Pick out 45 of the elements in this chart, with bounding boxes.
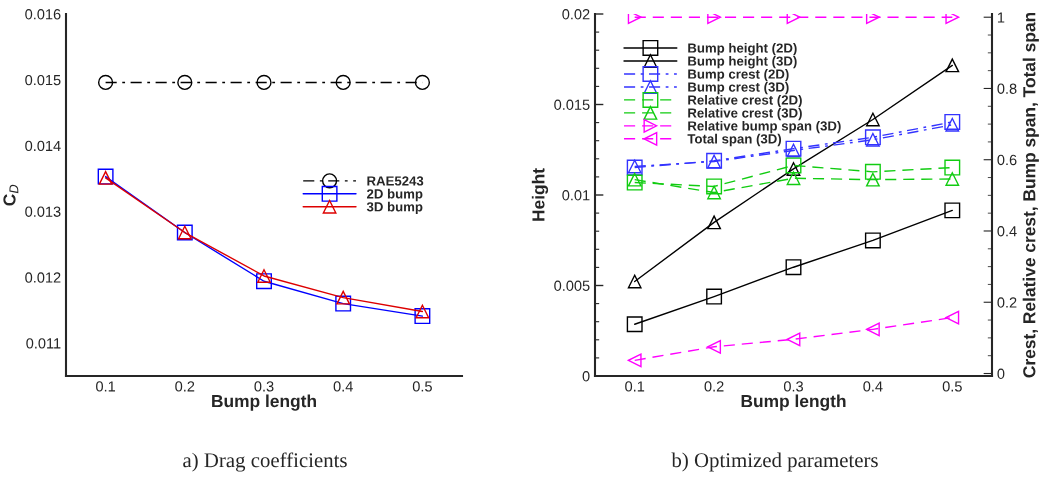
legend-label: Bump crest (3D) xyxy=(688,82,789,95)
x-tick-label: 0.3 xyxy=(254,381,274,392)
x-tick-label: 0.3 xyxy=(783,381,803,392)
y-axis-title: C$_{D}$ xyxy=(3,184,19,206)
y2-tick-label: 0.6 xyxy=(997,154,1017,166)
y-tick-label: 0.015 xyxy=(554,99,590,110)
x-tick-label: 0.4 xyxy=(863,381,883,392)
x-axis-title: Bump length xyxy=(212,394,316,411)
y-tick-label: 0.012 xyxy=(25,272,61,283)
y2-tick-label: 0.2 xyxy=(997,297,1017,308)
legend-label: Relative crest (2D) xyxy=(688,94,802,108)
x-tick-label: 0.5 xyxy=(942,381,962,392)
y-tick-label: 0 xyxy=(582,371,590,382)
y-tick-label: 0.01 xyxy=(562,190,590,201)
x-tick-label: 0.2 xyxy=(175,381,195,392)
x-axis-title: Bump length xyxy=(741,394,846,411)
y2-tick-label: 0 xyxy=(997,368,1005,379)
legend-label: Bump height (3D) xyxy=(688,56,797,69)
y-tick-label: 0.014 xyxy=(25,140,61,152)
legend-label: Bump crest (2D) xyxy=(688,69,789,82)
y2-tick-label: 1 xyxy=(997,12,1005,23)
x-tick-label: 0.5 xyxy=(412,381,432,392)
y-tick-label: 0.005 xyxy=(554,280,590,291)
x-tick-label: 0.4 xyxy=(333,381,353,392)
y-tick-label: 0.011 xyxy=(26,338,61,349)
y-tick-label: 0.016 xyxy=(25,9,61,20)
legend-label: 3D bump xyxy=(366,201,423,215)
x-tick-label: 0.1 xyxy=(96,381,116,392)
y-tick-label: 0.02 xyxy=(562,9,590,20)
y-tick-label: 0.013 xyxy=(25,206,61,217)
legend-label: Bump height (2D) xyxy=(688,43,797,56)
y2-tick-label: 0.4 xyxy=(997,226,1017,237)
legend-label: Relative crest (3D) xyxy=(688,107,802,121)
x-tick-label: 0.2 xyxy=(704,381,724,392)
text: a) Drag coefficients xyxy=(183,452,347,472)
y-tick-label: 0.015 xyxy=(25,74,61,86)
legend-label: Relative bump span (3D) xyxy=(688,120,841,134)
y2-axis-title: Crest, Relative crest, Bump span, Total span xyxy=(1022,12,1039,378)
text: b) Optimized parameters xyxy=(671,452,878,472)
legend-label: RAE5243 xyxy=(367,176,424,186)
legend-label: Total span (3D) xyxy=(687,133,782,147)
legend-label: 2D bump xyxy=(366,188,423,202)
y-axis-title: Height xyxy=(531,168,549,221)
x-tick-label: 0.1 xyxy=(625,381,645,392)
y2-tick-label: 0.8 xyxy=(997,83,1017,94)
